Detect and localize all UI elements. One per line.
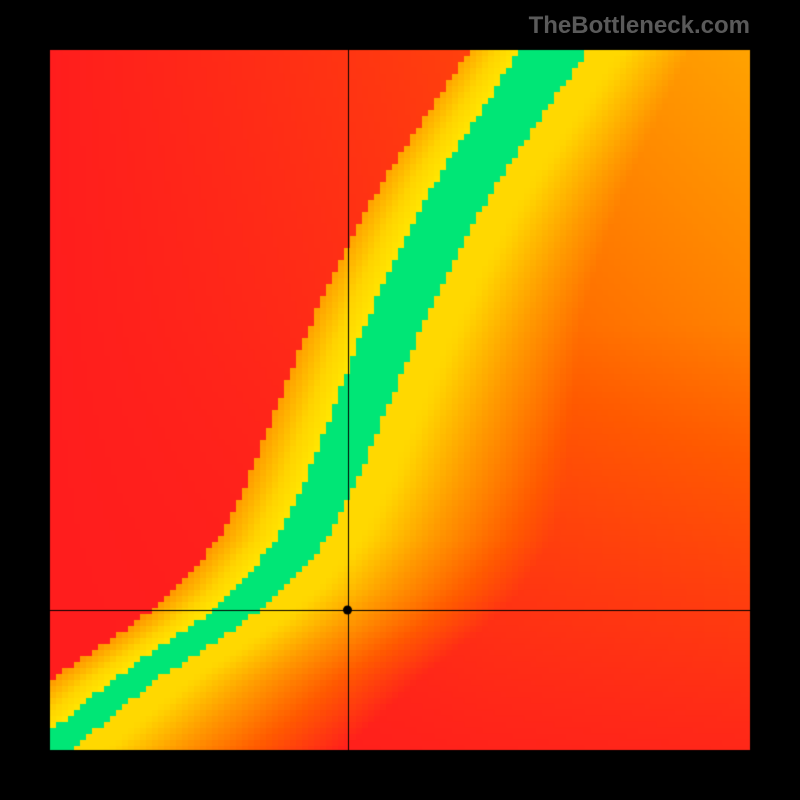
heatmap-canvas <box>0 0 800 800</box>
chart-container: TheBottleneck.com <box>0 0 800 800</box>
watermark-text: TheBottleneck.com <box>529 12 750 40</box>
